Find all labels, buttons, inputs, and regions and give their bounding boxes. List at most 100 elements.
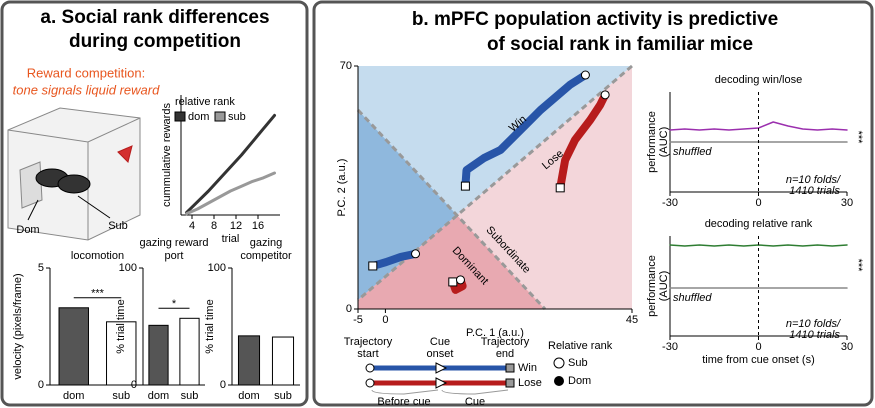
x-tick-label: 16 [252,220,264,232]
x-tick-label: 0 [382,314,388,326]
chart-title: competitor [240,250,292,262]
trajectory-end [455,275,465,285]
x-tick-label: 4 [189,220,195,232]
series-label: shuffled [673,292,712,304]
x-tick-label: sub [181,390,199,402]
chart-title: locomotion [71,250,124,262]
x-tick-label: 30 [841,341,853,353]
y-axis-label: P.C. 2 (a.u.) [336,159,348,217]
trajectory-end [600,90,610,100]
series-line [185,113,276,215]
x-tick-label: 0 [755,197,761,209]
y-axis-label: velocity (pixels/frame) [12,273,24,379]
y-tick-label: 5 [38,262,44,274]
chart: -30 0 30 decoding relative rank time from cu… [646,218,864,366]
panel-title: b. mPFC population activity is predictiv… [412,9,778,30]
bar [179,317,200,386]
legend-text: Trajectory [344,336,393,348]
panel-a-frame [0,0,309,407]
x-axis-label: P.C. 1 (a.u.) [466,327,524,339]
series-label: shuffled [673,146,712,158]
x-tick-label: -30 [662,341,678,353]
x-tick-label: -30 [662,197,678,209]
trajectory-end [411,249,421,259]
trajectory [368,249,420,270]
y-axis-label: performance [646,111,658,173]
x-tick-label: sub [112,390,130,402]
trajectory-start [555,183,565,193]
legend-text: Cue [465,396,485,408]
x-tick-label: dom [63,390,84,402]
annotation: *** [852,259,864,273]
trajectory [461,71,590,191]
y-tick-label: 0 [131,379,137,391]
legend-text: start [357,348,378,360]
legend-text: Trajectory [481,336,530,348]
x-tick-label: 45 [626,314,638,326]
legend-title: relative rank [175,96,235,108]
significance: *** [91,288,105,300]
label: Dom [16,224,39,236]
annotation: n=10 folds/ [786,174,841,186]
chart-title: gazing reward [139,237,208,249]
panel-title: of social rank in familiar mice [487,34,753,55]
chart: 0 5 locomotion velocity (pixels/frame) dom su… [12,250,145,402]
annotation: 1410 trials [789,185,840,197]
x-axis-label: trial [222,233,240,245]
y-axis-label: performance [646,255,658,317]
annotation: 1410 trials [789,329,840,341]
x-tick-label: 12 [230,220,242,232]
legend-text: onset [427,348,454,360]
legend-text: Relative rank [548,340,613,352]
legend-swatch [174,111,186,122]
chart: -30 0 30 decoding win/lose performance (AUC) s… [646,74,864,209]
y-tick-label: 100 [208,262,226,274]
chart-title: port [165,250,184,262]
x-tick-label: dom [238,390,259,402]
legend-text: Sub [568,357,588,369]
chart-title: gazing [250,237,282,249]
trajectory-start [368,261,378,271]
annotation: *** [852,131,864,145]
annotation: tone signals liquid reward [13,82,160,97]
trajectory [556,90,610,192]
series-line [185,171,276,216]
x-axis-label: time from cue onset (s) [702,354,814,366]
x-tick-label: 0 [755,341,761,353]
legend-swatch [214,111,226,122]
y-axis-label: cummulative rewards [161,103,173,207]
significance: * [172,298,177,310]
legend-text: Win [518,362,537,374]
pca-regions [356,64,633,311]
chart-title: decoding relative rank [705,218,813,230]
bar [237,335,261,386]
panel-title: a. Social rank differences [40,7,269,28]
annotation: n=10 folds/ [786,318,841,330]
bar [271,336,295,386]
bar [148,324,169,386]
x-tick-label: sub [274,390,292,402]
x-tick-label: 30 [841,197,853,209]
legend-text: Dom [568,375,591,387]
label: Sub [108,220,128,232]
trajectory-legend-graphic [365,357,565,395]
legend-text: Lose [518,377,542,389]
y-axis-label: % trial time [115,299,127,353]
y-axis-label: (AUC) [658,271,670,302]
bar [58,307,89,386]
x-tick-label: -5 [353,314,363,326]
x-tick-label: dom [148,390,169,402]
y-tick-label: 70 [340,60,352,72]
panel-title: during competition [69,31,241,52]
y-tick-label: 0 [220,379,226,391]
y-tick-label: 100 [119,262,137,274]
legend-text: Cue [430,336,450,348]
trajectory-start [448,277,458,287]
y-axis-label: % trial time [204,299,216,353]
bar [106,321,137,386]
y-tick-label: 0 [346,303,352,315]
trajectory-start [460,181,470,191]
